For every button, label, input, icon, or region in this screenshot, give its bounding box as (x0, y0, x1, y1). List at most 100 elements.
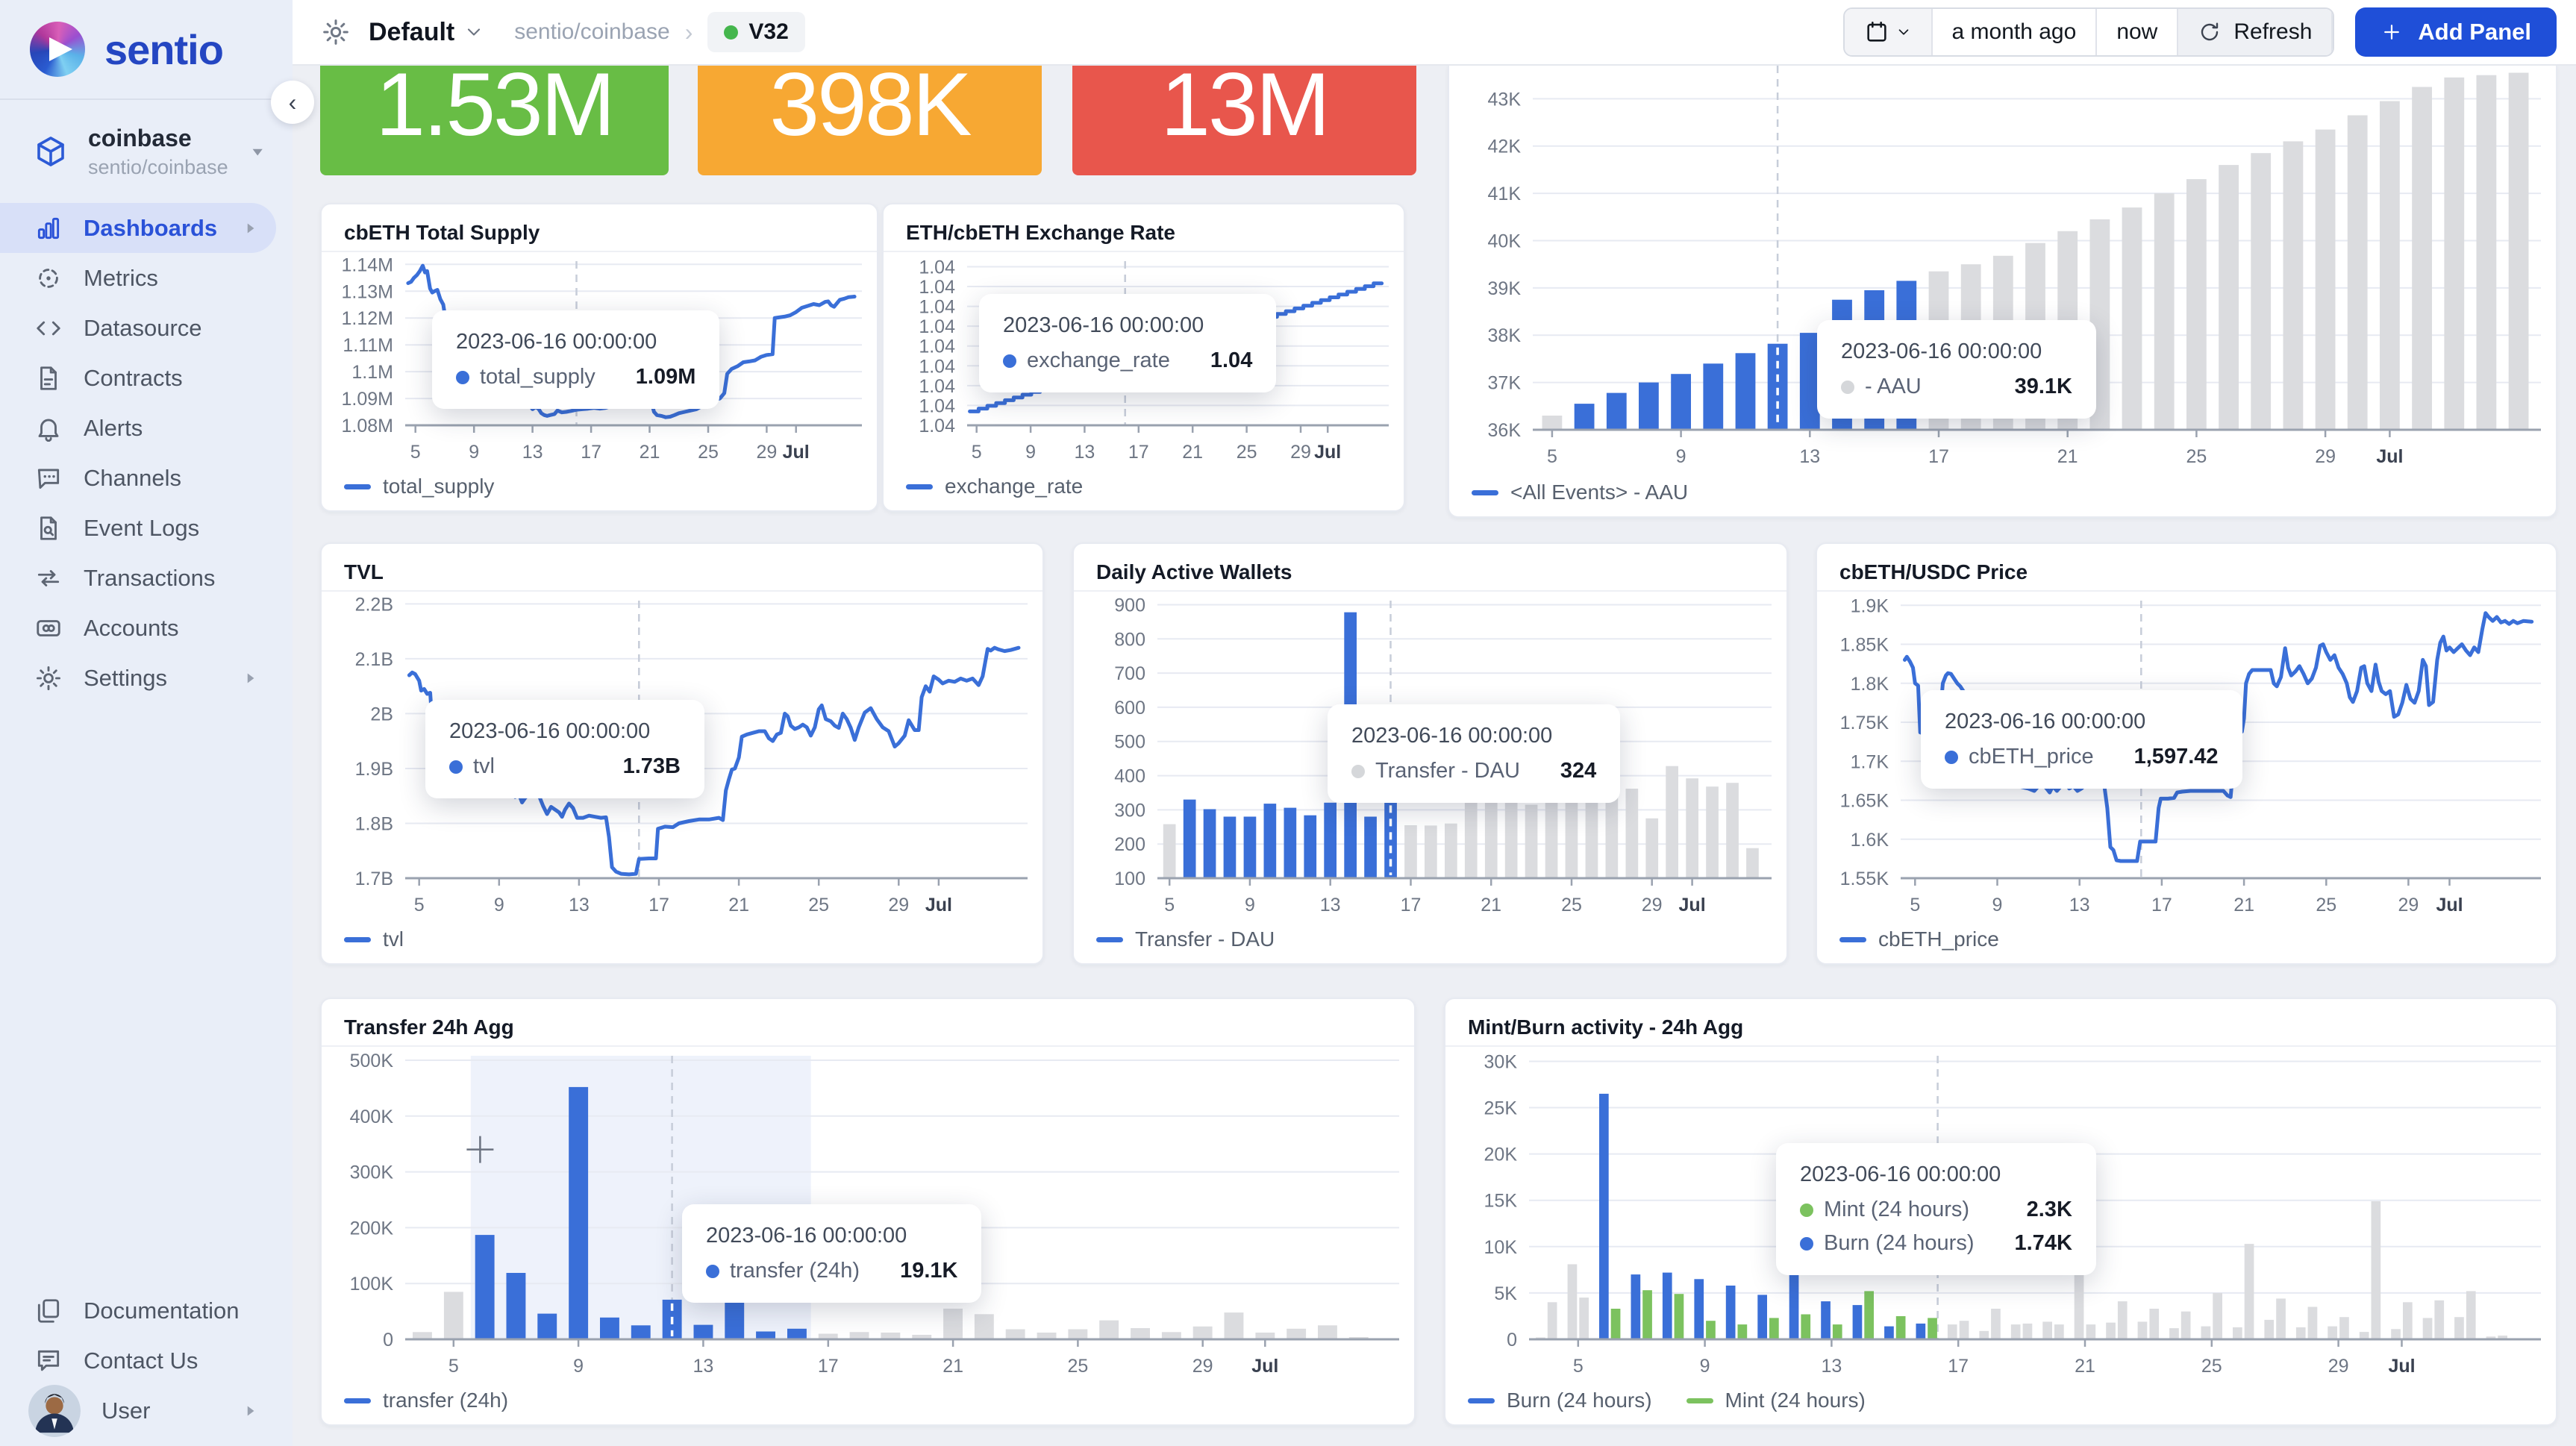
sidebar-item-transactions[interactable]: Transactions (0, 553, 276, 603)
tooltip-date: 2023-06-16 00:00:00 (449, 719, 651, 743)
legend-label: Transfer - DAU (1135, 927, 1275, 951)
tooltip-series-label: Mint (24 hours) (1824, 1198, 1970, 1221)
sidebar-item-channels[interactable]: Channels (0, 453, 276, 503)
svg-text:1.08M: 1.08M (342, 416, 393, 436)
svg-text:21: 21 (1182, 442, 1203, 463)
legend-label: <All Events> - AAU (1510, 481, 1689, 504)
svg-text:39K: 39K (1488, 278, 1522, 299)
svg-text:5K: 5K (1494, 1283, 1517, 1304)
file-icon (34, 364, 63, 392)
legend-item[interactable]: tvl (344, 927, 404, 951)
panel-title: Daily Active Wallets (1074, 544, 1786, 592)
svg-text:500: 500 (1114, 732, 1145, 753)
svg-text:25K: 25K (1484, 1098, 1518, 1119)
tooltip-series-label: total_supply (480, 365, 595, 389)
sidebar-item-contact-us[interactable]: Contact Us (0, 1336, 276, 1386)
breadcrumb: sentio/coinbase (514, 19, 670, 44)
stat-card-green[interactable]: 1.53M (320, 66, 669, 175)
svg-text:9: 9 (1676, 446, 1686, 467)
svg-text:21: 21 (2057, 446, 2078, 467)
version-badge[interactable]: V32 (707, 12, 805, 52)
tooltip-row: exchange_rate 1.04 (1003, 348, 1252, 373)
panel-title: cbETH/USDC Price (1817, 544, 2556, 592)
bell-icon (34, 414, 63, 442)
legend-item[interactable]: Mint (24 hours) (1686, 1389, 1866, 1412)
series-dot (449, 760, 463, 774)
legend-item[interactable]: Transfer - DAU (1096, 927, 1275, 951)
refresh-button[interactable]: Refresh (2178, 9, 2333, 55)
chart-canvas[interactable]: 900 800 700 600 500 400 300 200 100 5 9 13 17 21 25 29 J… (1074, 592, 1789, 918)
legend-item[interactable]: transfer (24h) (344, 1389, 508, 1412)
tooltip-date: 2023-06-16 00:00:00 (1351, 724, 1553, 748)
svg-text:300: 300 (1114, 800, 1145, 821)
panel-total-supply: cbETH Total Supply 1.14M 1.13M 1.12M 1.11M 1.… (320, 203, 878, 512)
stat-card-orange[interactable]: 398K (698, 66, 1042, 175)
sidebar-item-label: Contact Us (84, 1347, 198, 1374)
svg-text:30K: 30K (1484, 1052, 1518, 1073)
sidebar-item-alerts[interactable]: Alerts (0, 403, 276, 453)
series-dot (1945, 750, 1958, 764)
chart-tooltip: 2023-06-16 00:00:00 cbETH_price 1,597.42 (1921, 690, 2242, 789)
chat-lines-icon (34, 1347, 63, 1375)
sidebar-item-settings[interactable]: Settings (0, 653, 276, 703)
legend-item[interactable]: exchange_rate (906, 475, 1083, 498)
legend-swatch (344, 936, 371, 942)
workspace-selector[interactable]: coinbase sentio/coinbase (0, 100, 293, 203)
collapse-sidebar-button[interactable]: ‹ (271, 81, 314, 124)
panel-tvl: TVL 2.2B 2.1B 2B 1.9B 1.8B 1.7B 5 9 13 17 21 25 29 Jul… (320, 542, 1044, 965)
svg-text:100K: 100K (350, 1274, 394, 1295)
dashboard-settings-button[interactable] (321, 17, 351, 47)
sidebar-nav: Dashboards Metrics Datasource Contracts Aler… (0, 203, 293, 703)
add-panel-button[interactable]: Add Panel (2355, 7, 2557, 57)
svg-text:17: 17 (1928, 446, 1949, 467)
chart-canvas[interactable]: 43K 42K 41K 40K 39K 38K 37K 36K 5 9 13 17 21 25 29 Jul (1449, 66, 2559, 470)
sidebar-item-user[interactable]: User (0, 1384, 276, 1437)
chart-canvas[interactable]: 30K 25K 20K 15K 10K 5K 0 5 9 13 17 21 25 29 Jul (1445, 1047, 2559, 1380)
svg-text:17: 17 (648, 895, 669, 916)
legend-item[interactable]: cbETH_price (1839, 927, 1999, 951)
sidebar-item-dashboards[interactable]: Dashboards (0, 203, 276, 253)
svg-text:29: 29 (2328, 1356, 2349, 1377)
logo[interactable]: sentio (0, 0, 293, 100)
svg-text:1.09M: 1.09M (342, 389, 393, 410)
legend-item[interactable]: <All Events> - AAU (1472, 481, 1688, 504)
time-from-input[interactable]: a month ago (1933, 9, 2098, 55)
stat-card-red[interactable]: 13M (1072, 66, 1416, 175)
time-to-input[interactable]: now (2097, 9, 2179, 55)
svg-text:10K: 10K (1484, 1237, 1518, 1258)
svg-text:43K: 43K (1488, 89, 1522, 110)
svg-text:200: 200 (1114, 834, 1145, 855)
sidebar-item-documentation[interactable]: Documentation (0, 1286, 276, 1336)
sidebar-item-event-logs[interactable]: Event Logs (0, 503, 276, 553)
dashboard-name[interactable]: Default (369, 17, 455, 46)
svg-text:21: 21 (2233, 895, 2254, 916)
tooltip-date: 2023-06-16 00:00:00 (1800, 1162, 2001, 1186)
sidebar-item-contracts[interactable]: Contracts (0, 353, 276, 403)
calendar-dropdown[interactable] (1844, 9, 1933, 55)
sidebar-item-accounts[interactable]: Accounts (0, 603, 276, 653)
chart-canvas[interactable]: 2.2B 2.1B 2B 1.9B 1.8B 1.7B 5 9 13 17 21 25 29 Jul (322, 592, 1045, 918)
svg-text:9: 9 (1245, 895, 1255, 916)
tooltip-series-label: tvl (473, 754, 495, 778)
sidebar-footer: Documentation Contact Us User (0, 1286, 293, 1437)
avatar (28, 1384, 81, 1437)
arrows-icon (34, 564, 63, 592)
sidebar-item-metrics[interactable]: Metrics (0, 253, 276, 303)
svg-text:17: 17 (1401, 895, 1422, 916)
legend-swatch (1472, 489, 1498, 495)
legend-item[interactable]: total_supply (344, 475, 494, 498)
sidebar-item-label: Alerts (84, 414, 143, 441)
svg-text:1.85K: 1.85K (1840, 635, 1889, 656)
legend-item[interactable]: Burn (24 hours) (1468, 1389, 1652, 1412)
chart-canvas[interactable]: 500K 400K 300K 200K 100K 0 5 9 13 17 21 25 29 Jul (322, 1047, 1417, 1380)
chevron-down-icon[interactable] (463, 22, 484, 43)
svg-text:Jul: Jul (925, 895, 952, 916)
svg-text:5: 5 (1164, 895, 1175, 916)
chat-dots-icon (34, 464, 63, 492)
chart-tooltip: 2023-06-16 00:00:00 Mint (24 hours) 2.3K Bu… (1776, 1143, 2096, 1275)
sidebar-item-datasource[interactable]: Datasource (0, 303, 276, 353)
series-dot (1003, 354, 1016, 368)
series-dot (1841, 380, 1854, 394)
chart-canvas[interactable]: 1.9K 1.85K 1.8K 1.75K 1.7K 1.65K 1.6K 1.55K 5 9 13… (1817, 592, 2559, 918)
svg-text:9: 9 (494, 895, 504, 916)
